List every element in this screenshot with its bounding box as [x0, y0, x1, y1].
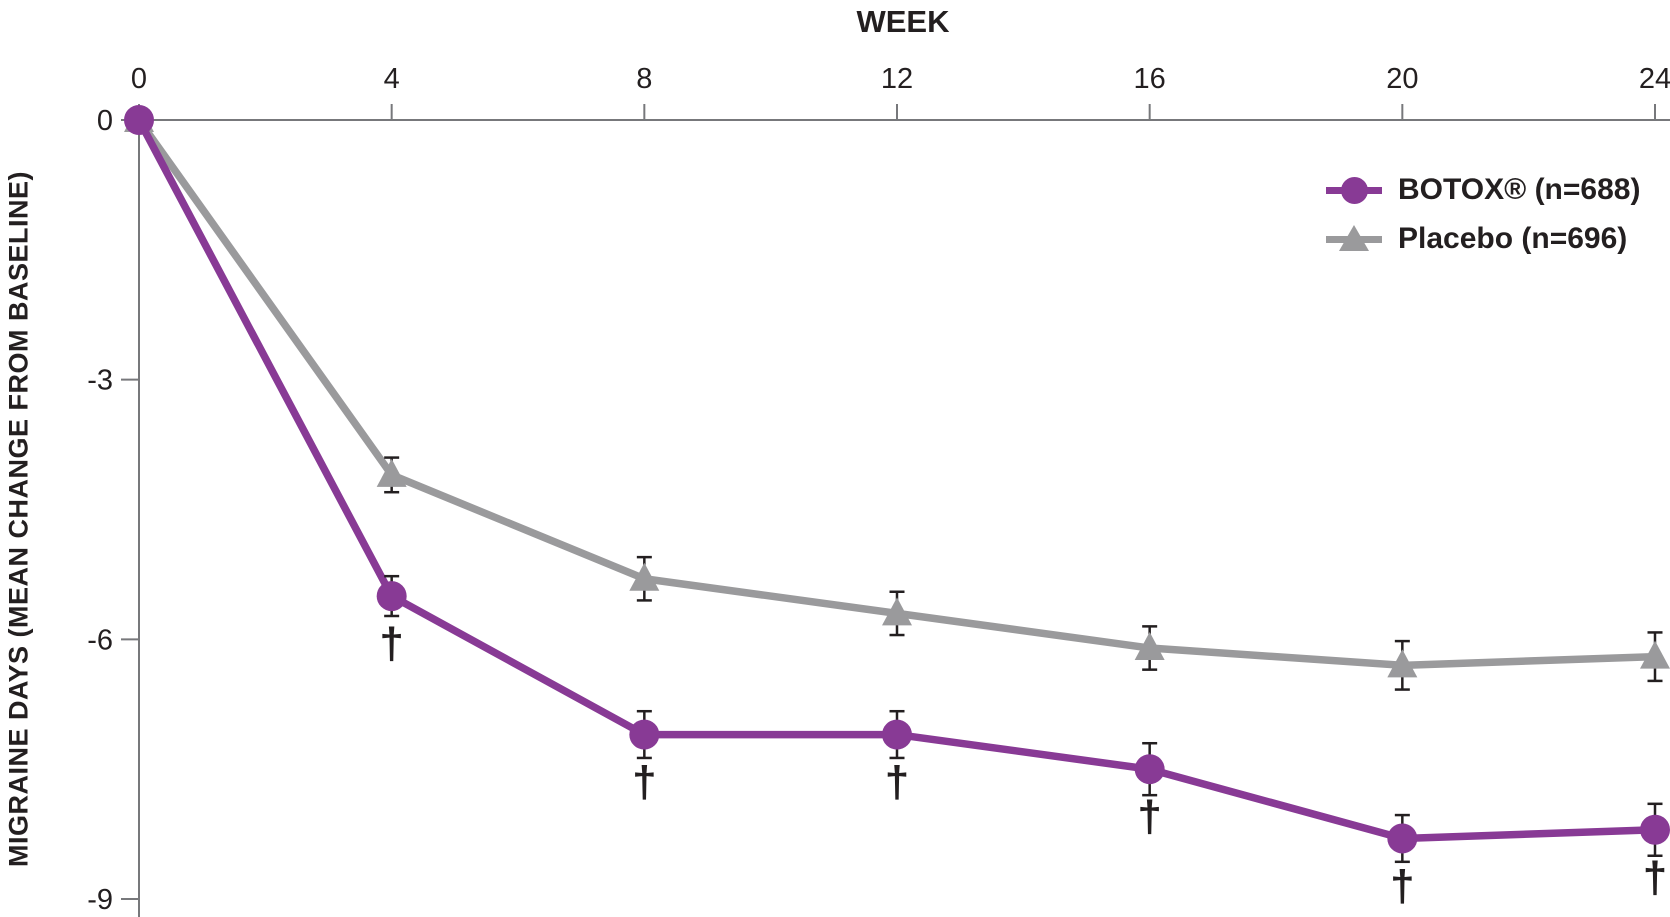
placebo-marker-icon	[1326, 221, 1382, 257]
placebo-point-marker	[882, 597, 913, 626]
placebo-point-marker	[1387, 649, 1418, 678]
botox-point-marker	[124, 105, 154, 135]
botox-point-marker	[629, 719, 660, 750]
dagger-symbol: †	[379, 619, 403, 668]
x-tick-label: 8	[636, 63, 652, 95]
y-axis-title: MIGRAINE DAYS (MEAN CHANGE FROM BASELINE…	[3, 170, 34, 867]
y-tick-label: -9	[87, 884, 113, 916]
x-tick-label: 0	[131, 63, 147, 95]
dagger-symbol: †	[1137, 792, 1161, 841]
placebo-point-marker	[1134, 632, 1165, 661]
x-axis-title: WEEK	[856, 4, 950, 39]
placebo-point-marker	[629, 562, 660, 591]
legend-item-botox: BOTOX® (n=688)	[1326, 172, 1640, 208]
botox-point-marker	[376, 581, 407, 612]
botox-point-marker	[1387, 823, 1418, 854]
x-tick-label: 24	[1639, 63, 1670, 95]
placebo-triangle-icon	[1339, 225, 1369, 251]
dagger-symbol: †	[1643, 853, 1667, 902]
botox-point-marker	[882, 719, 913, 750]
legend-item-placebo: Placebo (n=696)	[1326, 221, 1640, 257]
legend-label-botox: BOTOX® (n=688)	[1398, 173, 1641, 206]
dagger-symbol: †	[1390, 861, 1414, 910]
x-tick-label: 4	[384, 63, 400, 95]
x-tick-label: 20	[1386, 63, 1418, 95]
y-tick-label: -6	[87, 624, 113, 656]
legend: BOTOX® (n=688) Placebo (n=696)	[1326, 172, 1640, 270]
botox-circle-icon	[1340, 176, 1368, 204]
botox-point-marker	[1640, 814, 1670, 845]
placebo-point-marker	[1640, 640, 1670, 669]
legend-label-placebo: Placebo (n=696)	[1398, 222, 1628, 255]
x-tick-label: 12	[881, 63, 913, 95]
y-tick-label: 0	[97, 105, 113, 137]
botox-point-marker	[1134, 754, 1165, 785]
x-tick-label: 16	[1134, 63, 1166, 95]
dagger-symbol: †	[885, 758, 909, 807]
placebo-point-marker	[376, 458, 407, 487]
botox-marker-icon	[1326, 172, 1382, 208]
y-tick-label: -3	[87, 365, 113, 397]
dagger-symbol: †	[632, 758, 656, 807]
